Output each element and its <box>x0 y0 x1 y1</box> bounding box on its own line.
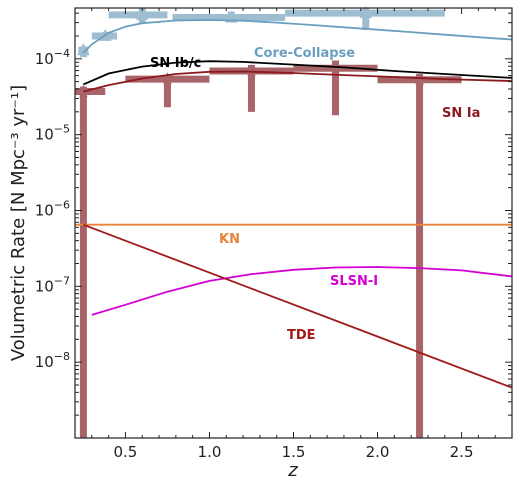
x-tick-label: 0.5 <box>113 443 137 461</box>
y-tick-label: 10−8 <box>35 350 70 371</box>
star-marker <box>412 72 427 86</box>
series-label-sn-ia: SN Ia <box>442 106 480 121</box>
axes-layer: 0.5 1.0 1.5 2.0 2.5 10−8 10−7 10−6 10−5 10−4 <box>35 8 513 461</box>
y-tick-label: 10−4 <box>35 47 70 68</box>
series-line-tde <box>83 223 513 389</box>
triangle-marker <box>359 6 373 19</box>
series-line-sn-ia <box>83 70 513 93</box>
series-label-core-collapse: Core-Collapse <box>254 46 355 61</box>
series-line-slsn-i <box>91 266 513 316</box>
star-marker <box>244 64 259 77</box>
y-tick-label: 10−7 <box>35 274 70 295</box>
y-tick-label: 10−6 <box>35 198 70 219</box>
series-label-tde: TDE <box>287 328 316 343</box>
series-label-slsn-i: SLSN-I <box>330 274 378 289</box>
data-layer <box>75 6 513 438</box>
series-label-sn-ibc: SN Ib/c <box>150 56 201 71</box>
x-tick-label: 1.0 <box>198 443 222 461</box>
series-line-sn-ib-c <box>83 60 513 86</box>
y-axis-title: Volumetric Rate [N Mpc⁻³ yr⁻¹] <box>8 85 29 361</box>
triangle-marker <box>135 7 149 20</box>
series-label-kn: KN <box>219 232 240 247</box>
y-tick-label: 10−5 <box>35 123 70 144</box>
triangle-marker <box>225 10 238 23</box>
x-tick-label: 2.5 <box>450 443 474 461</box>
x-tick-label: 2.0 <box>366 443 390 461</box>
observations-sn-ia <box>75 60 462 438</box>
x-axis-title: z <box>287 460 298 481</box>
triangle-marker <box>77 43 90 56</box>
star-marker <box>160 72 175 85</box>
series-labels: Core-Collapse SN Ib/c SN Ia KN SLSN-I TD… <box>150 46 480 343</box>
x-tick-label: 1.5 <box>282 443 306 461</box>
series-line-core-collapse <box>82 19 513 54</box>
